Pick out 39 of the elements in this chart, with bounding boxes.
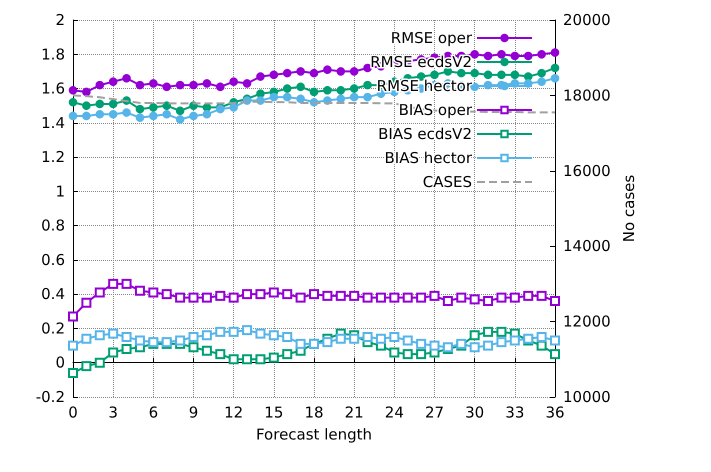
y-tick-label: 2 <box>55 11 65 29</box>
y-tick-label: 1.4 <box>41 114 65 132</box>
legend-label: BIAS oper <box>398 101 473 119</box>
x-tick-label: 33 <box>505 404 524 422</box>
x-axis-title: Forecast length <box>256 426 372 444</box>
x-tick-label: 12 <box>224 404 244 422</box>
y2-tick-label: 16000 <box>563 162 611 180</box>
y2-tick-label: 14000 <box>563 237 611 256</box>
y-tick-label: 1 <box>55 182 65 200</box>
x-tick-label: 27 <box>424 404 444 422</box>
y-tick-label: 1.8 <box>41 45 65 64</box>
x-tick-label: 21 <box>344 404 364 422</box>
x-tick-label: 9 <box>188 404 198 422</box>
y-tick-label: 0.8 <box>41 216 65 235</box>
y-tick-label: 0.6 <box>41 250 65 269</box>
y-tick-label: 0 <box>55 354 65 372</box>
y-tick-label: 1.2 <box>41 148 65 166</box>
legend-label: BIAS hector <box>384 149 473 167</box>
y2-axis-title: No cases <box>620 174 638 242</box>
legend-label: BIAS ecdsV2 <box>378 125 472 143</box>
legend-label: RMSE hector <box>376 77 473 95</box>
x-tick-label: 6 <box>148 404 158 422</box>
y-tick-label: -0.2 <box>36 388 65 406</box>
y2-tick-label: 18000 <box>563 86 611 104</box>
x-tick-label: 0 <box>68 404 78 422</box>
y2-tick-label: 20000 <box>563 11 611 29</box>
y-tick-label: 0.2 <box>41 319 65 338</box>
x-tick-label: 15 <box>264 404 284 422</box>
x-tick-label: 24 <box>384 404 404 422</box>
legend-label: CASES <box>422 173 472 191</box>
y2-tick-label: 10000 <box>563 388 611 406</box>
y-tick-label: 1.6 <box>41 80 65 98</box>
x-tick-label: 30 <box>465 404 484 422</box>
x-tick-label: 3 <box>108 404 118 422</box>
x-tick-label: 36 <box>545 404 565 422</box>
y2-tick-label: 12000 <box>563 312 611 331</box>
y-tick-label: 0.4 <box>41 285 65 304</box>
legend-label: RMSE oper <box>390 29 473 47</box>
x-tick-label: 18 <box>304 404 324 422</box>
